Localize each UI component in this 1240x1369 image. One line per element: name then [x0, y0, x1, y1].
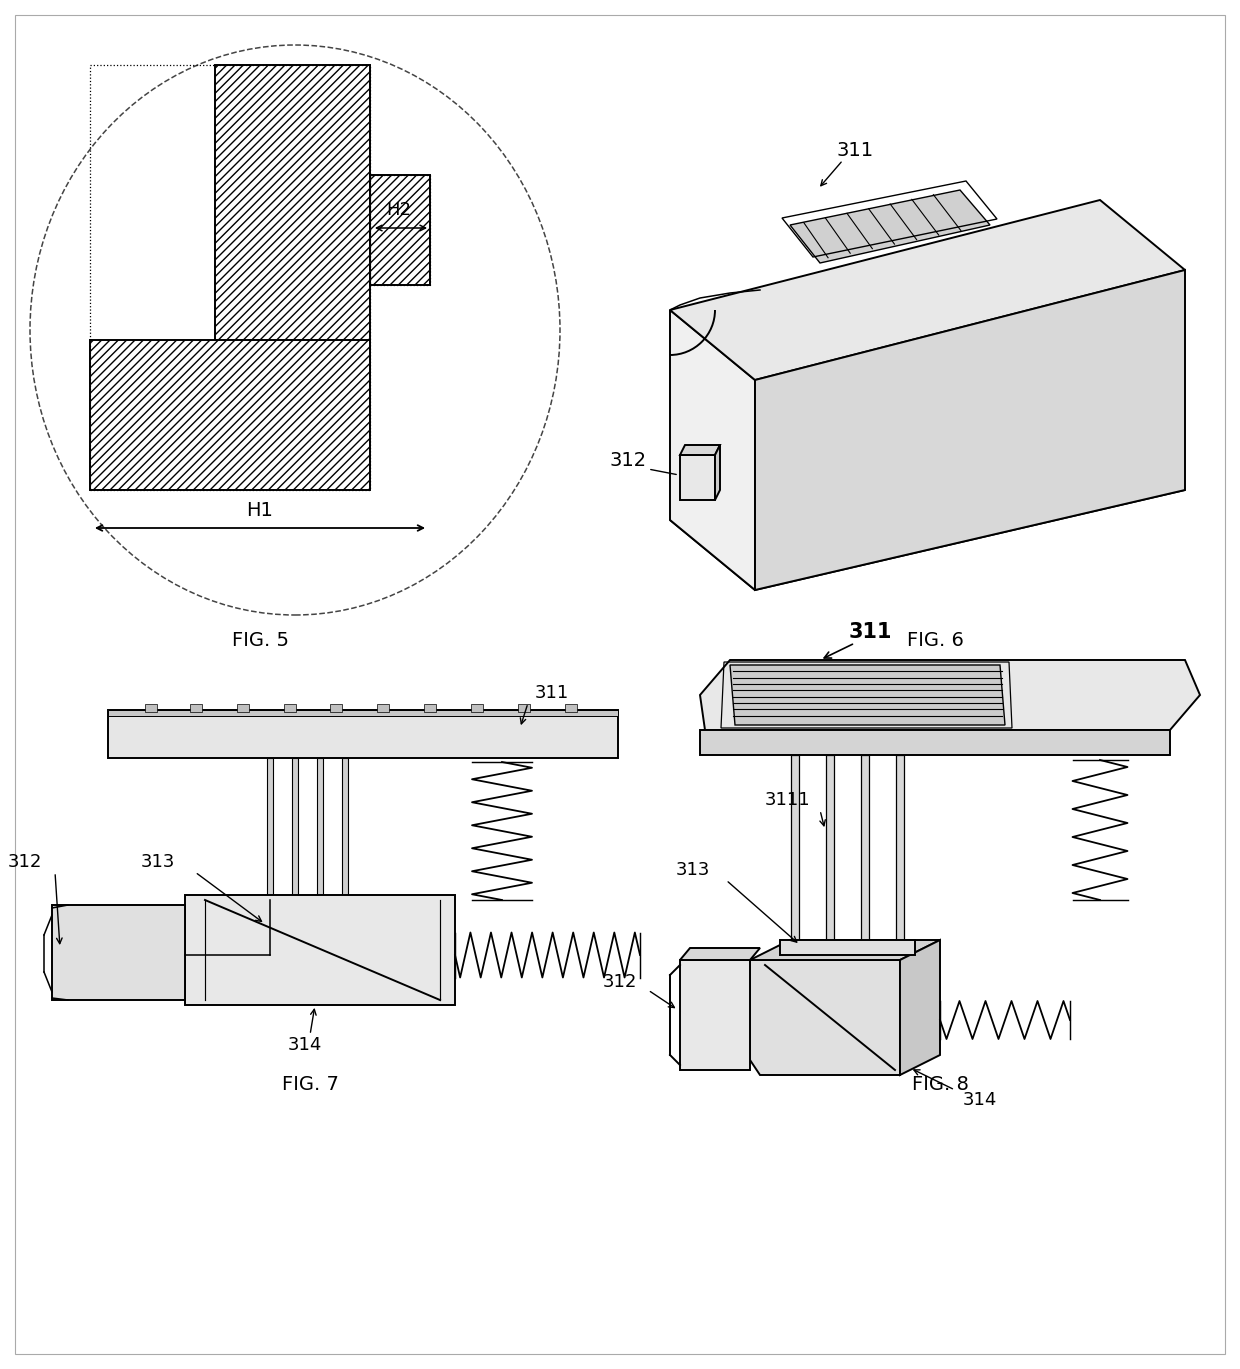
- Text: H2: H2: [387, 201, 412, 219]
- Bar: [565, 704, 577, 712]
- Text: 313: 313: [676, 861, 711, 879]
- Polygon shape: [900, 941, 940, 1075]
- Bar: [471, 704, 484, 712]
- Bar: [377, 704, 389, 712]
- Bar: [91, 64, 370, 490]
- Polygon shape: [750, 960, 900, 1075]
- Bar: [791, 754, 799, 945]
- Text: 311: 311: [848, 622, 892, 642]
- Text: H1: H1: [247, 501, 274, 519]
- Bar: [424, 704, 436, 712]
- Polygon shape: [670, 309, 755, 590]
- Polygon shape: [715, 445, 720, 500]
- Polygon shape: [670, 200, 1185, 381]
- Bar: [897, 754, 904, 945]
- Bar: [237, 704, 249, 712]
- Text: 312: 312: [609, 450, 646, 470]
- Bar: [108, 711, 618, 758]
- Polygon shape: [755, 270, 1185, 590]
- Polygon shape: [370, 175, 430, 285]
- Bar: [370, 175, 430, 285]
- Bar: [52, 905, 185, 999]
- Bar: [284, 704, 296, 712]
- Bar: [342, 758, 348, 898]
- Bar: [145, 704, 157, 712]
- Bar: [267, 758, 273, 898]
- Text: FIG. 8: FIG. 8: [911, 1076, 968, 1094]
- Bar: [108, 711, 618, 716]
- Polygon shape: [730, 665, 1004, 726]
- Polygon shape: [701, 730, 1171, 754]
- Bar: [291, 758, 298, 898]
- Text: FIG. 6: FIG. 6: [906, 631, 963, 649]
- Bar: [861, 754, 869, 945]
- Polygon shape: [215, 64, 370, 375]
- Polygon shape: [680, 445, 720, 455]
- Polygon shape: [780, 941, 915, 956]
- Polygon shape: [790, 190, 990, 263]
- Polygon shape: [670, 420, 1185, 590]
- Polygon shape: [185, 895, 455, 1005]
- Text: FIG. 7: FIG. 7: [281, 1076, 339, 1094]
- Bar: [826, 754, 835, 945]
- Text: 312: 312: [7, 853, 42, 871]
- Bar: [190, 704, 202, 712]
- Polygon shape: [680, 455, 715, 500]
- Polygon shape: [91, 340, 370, 490]
- Text: FIG. 5: FIG. 5: [232, 631, 289, 649]
- Polygon shape: [680, 960, 750, 1071]
- Bar: [330, 704, 342, 712]
- Bar: [518, 704, 529, 712]
- Text: 311: 311: [837, 141, 873, 160]
- Text: 314: 314: [288, 1036, 322, 1054]
- Text: 312: 312: [603, 973, 637, 991]
- Text: 311: 311: [534, 684, 569, 702]
- Text: 313: 313: [140, 853, 175, 871]
- Polygon shape: [701, 660, 1200, 730]
- Polygon shape: [680, 947, 760, 960]
- Text: 3111: 3111: [764, 791, 810, 809]
- Polygon shape: [750, 941, 940, 960]
- Bar: [317, 758, 322, 898]
- Text: 314: 314: [962, 1091, 997, 1109]
